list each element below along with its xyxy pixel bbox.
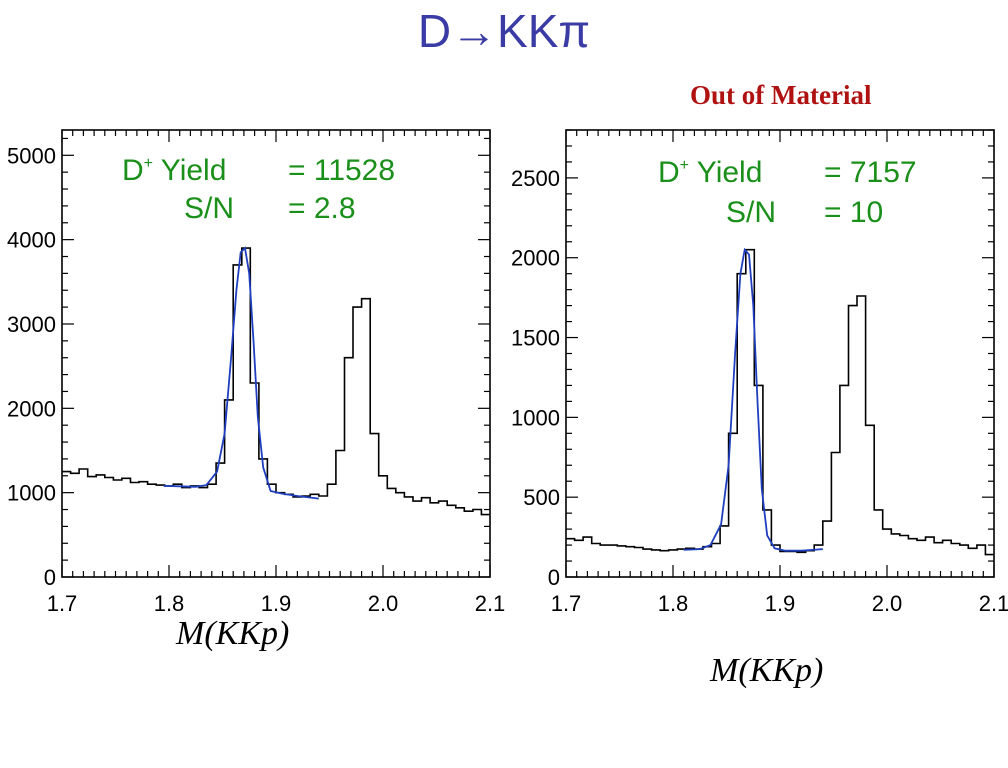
sn-value: = 2.8 xyxy=(288,192,356,225)
x-tick-label: 2.1 xyxy=(979,591,1008,616)
x-tick-label: 2.0 xyxy=(872,591,903,616)
x-axis-label-right: M(KKp) xyxy=(710,652,824,689)
x-tick-label: 2.0 xyxy=(368,591,399,616)
histogram-series xyxy=(566,248,994,556)
fit-curve xyxy=(683,247,823,552)
y-tick-label: 4000 xyxy=(7,228,56,253)
plot-frame xyxy=(565,129,995,578)
histogram-chart-left: 1.7 1.8 1.9 2.0 2.1 0 1000 2000 3000 4000 5000 D+ Y… xyxy=(7,129,506,616)
histogram-series xyxy=(62,247,490,516)
yield-label: D+ Yield xyxy=(122,154,226,187)
y-tick-label: 0 xyxy=(548,565,560,590)
x-tick-label: 2.1 xyxy=(475,591,506,616)
sn-label: S/N xyxy=(726,196,776,229)
out-of-material-subtitle: Out of Material xyxy=(690,80,872,110)
histogram-chart-right: 1.7 1.8 1.9 2.0 2.1 0 500 1000 1500 2000 2500 D+ Yi… xyxy=(511,129,1008,616)
slide-title: D→KKπ xyxy=(417,5,591,57)
x-tick-label: 1.9 xyxy=(765,591,796,616)
x-axis-label-left: M(KKp) xyxy=(176,615,290,652)
y-tick-label: 500 xyxy=(523,485,560,510)
x-tick-label: 1.7 xyxy=(47,591,78,616)
yield-value: = 7157 xyxy=(824,156,917,189)
yield-value: = 11528 xyxy=(288,154,395,187)
x-tick-label: 1.9 xyxy=(261,591,292,616)
yield-label: D+ Yield xyxy=(658,156,762,189)
sn-value: = 10 xyxy=(824,196,883,229)
y-tick-label: 2000 xyxy=(7,396,56,421)
y-tick-label: 2000 xyxy=(511,246,560,271)
y-tick-label: 1500 xyxy=(511,326,560,351)
y-tick-label: 2500 xyxy=(511,166,560,191)
y-tick-label: 1000 xyxy=(511,405,560,430)
y-tick-label: 3000 xyxy=(7,312,56,337)
y-tick-label: 0 xyxy=(44,565,56,590)
sn-label: S/N xyxy=(184,192,234,225)
x-tick-label: 1.7 xyxy=(551,591,582,616)
y-tick-label: 1000 xyxy=(7,481,56,506)
fit-curve xyxy=(163,246,319,500)
y-tick-label: 5000 xyxy=(7,143,56,168)
x-tick-label: 1.8 xyxy=(658,591,689,616)
x-tick-label: 1.8 xyxy=(154,591,185,616)
